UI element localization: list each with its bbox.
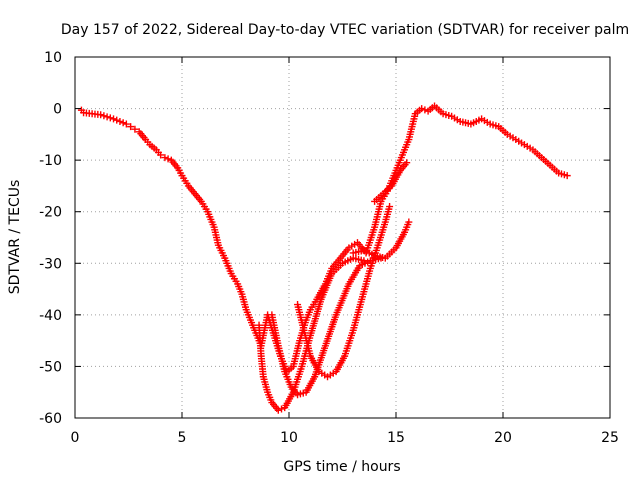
data-point [119, 119, 127, 127]
label-layer: 0 5 10 15 20 25 -60 -50 -40 -30 -20 -10 0 10 [39, 50, 619, 446]
x-tick-label: 5 [178, 430, 187, 446]
data-point [274, 406, 282, 414]
series-5 [349, 218, 413, 262]
data-point [110, 115, 118, 123]
y-axis-label: SDTVAR / TECUs [7, 180, 23, 295]
data-point [386, 203, 394, 211]
x-tick-label: 10 [280, 430, 298, 446]
data-point [131, 125, 139, 133]
data-point [418, 105, 426, 113]
series-1 [77, 102, 571, 376]
x-tick-label: 20 [494, 430, 512, 446]
y-tick-label: -50 [39, 359, 62, 375]
y-tick-label: 10 [44, 50, 62, 66]
y-tick-label: 0 [53, 102, 62, 118]
data-point [113, 116, 121, 124]
y-tick-label: -40 [39, 308, 62, 324]
data-point [106, 114, 114, 122]
series-6 [371, 159, 411, 205]
data-point [97, 111, 105, 119]
data-point [405, 218, 413, 226]
data-point [157, 151, 165, 159]
series-4 [294, 203, 394, 381]
x-axis-label: GPS time / hours [283, 459, 400, 475]
data-point [116, 117, 124, 125]
data-layer [77, 102, 571, 414]
data-point [127, 123, 135, 131]
y-tick-label: -60 [39, 411, 62, 427]
plot-frame [74, 56, 611, 419]
chart-title: Day 157 of 2022, Sidereal Day-to-day VTE… [61, 22, 629, 38]
x-tick-label: 0 [71, 430, 80, 446]
data-point [161, 154, 169, 162]
tick-layer [74, 56, 611, 419]
data-point [278, 405, 286, 413]
grid-layer [75, 57, 610, 418]
y-tick-label: -30 [39, 256, 62, 272]
data-point [100, 112, 108, 120]
x-tick-label: 15 [387, 430, 405, 446]
data-point [103, 113, 111, 121]
data-point [563, 172, 571, 180]
data-point [164, 155, 172, 163]
data-point [122, 120, 130, 128]
y-tick-label: -20 [39, 205, 62, 221]
x-tick-label: 25 [601, 430, 619, 446]
data-point [403, 159, 411, 167]
y-tick-label: -10 [39, 153, 62, 169]
